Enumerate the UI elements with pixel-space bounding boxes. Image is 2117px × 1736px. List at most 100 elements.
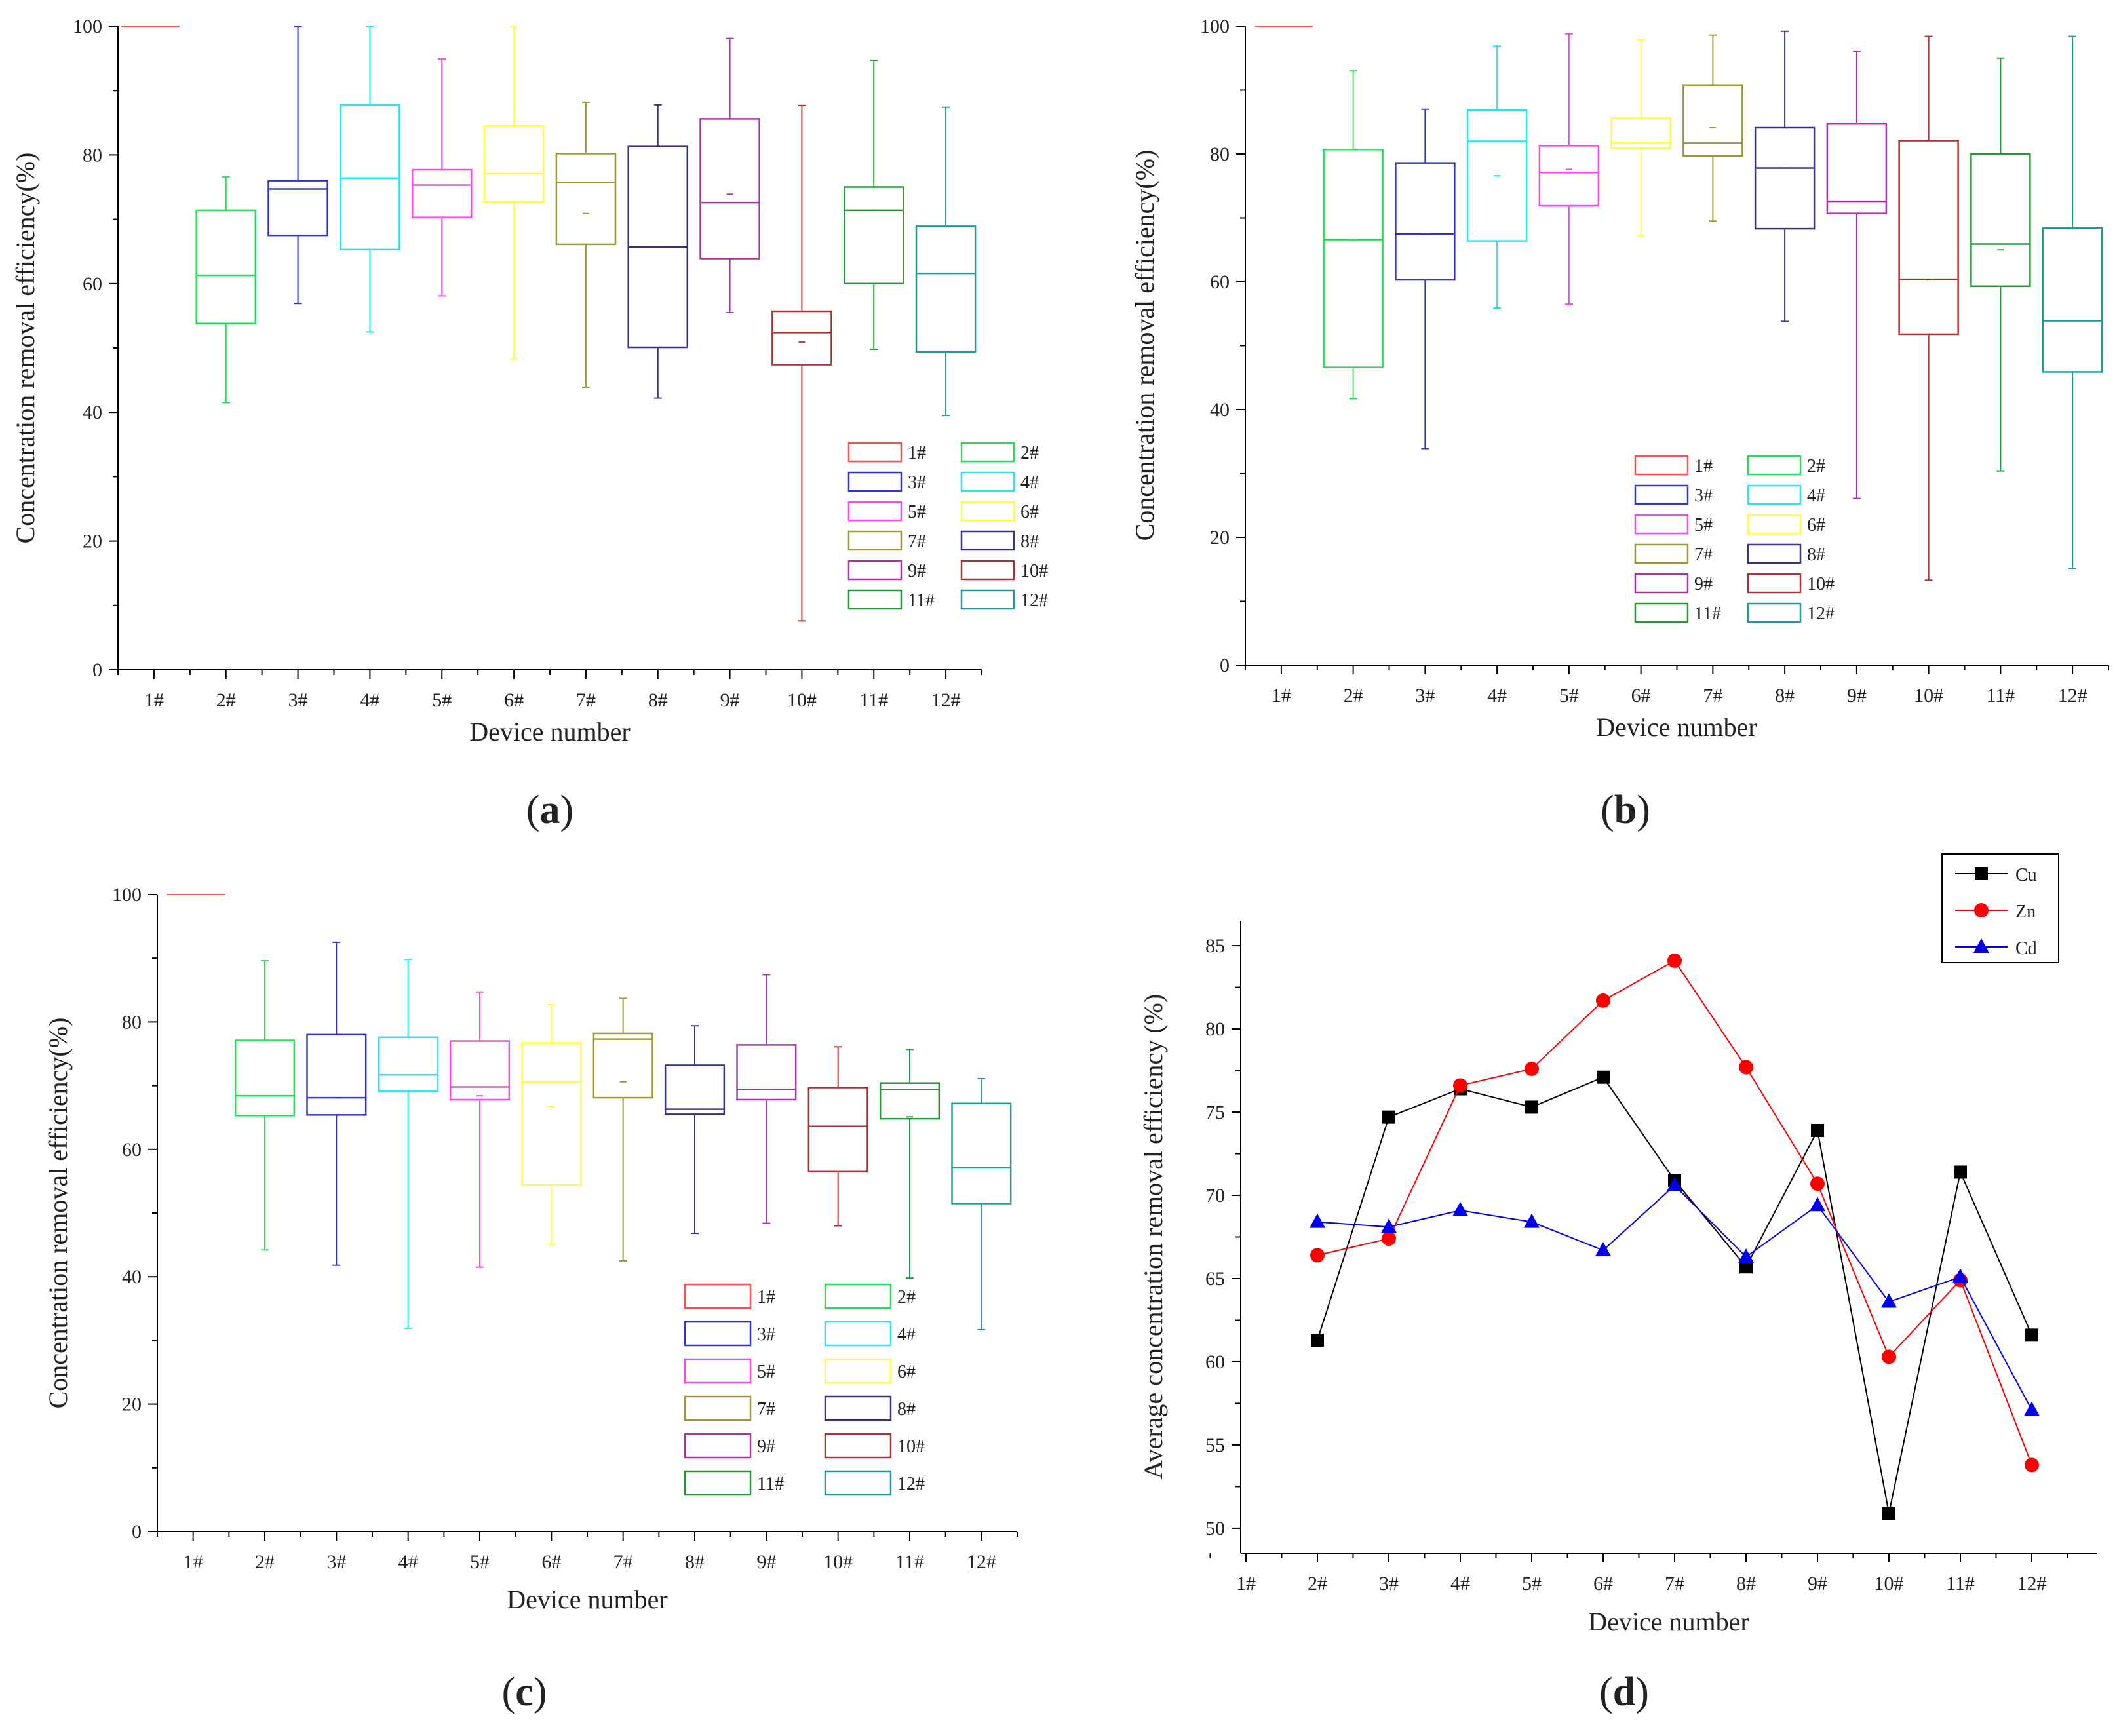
box-body (234, 1039, 296, 1117)
box-body (592, 1032, 653, 1099)
y-axis-title: Concentration removal efficiency(%) (10, 153, 40, 544)
legend-label: 5# (908, 502, 926, 522)
legend-label: 2# (1807, 456, 1825, 476)
box-body (555, 153, 617, 246)
y-tick-label: 70 (1205, 1185, 1225, 1206)
box-9# (1826, 51, 1888, 499)
data-point-triangle (1810, 1197, 1825, 1212)
legend: Cu Zn Cd (1941, 853, 2059, 963)
data-point-square (1811, 1123, 1824, 1137)
series-line (1317, 1076, 2032, 1514)
box-6# (483, 26, 545, 360)
x-tick-label: 9# (720, 689, 740, 711)
y-tick-label: 20 (122, 1394, 142, 1416)
legend-swatch (1747, 573, 1802, 594)
data-point-square (1739, 1260, 1753, 1274)
legend-swatch (684, 1470, 752, 1496)
legend-swatch (824, 1283, 892, 1309)
panel-label-a: (a) (526, 788, 573, 832)
legend-label: Zn (2015, 902, 2036, 922)
x-tick-label: 6# (1631, 685, 1651, 706)
legend-swatch (1747, 543, 1802, 564)
panel-label-open: ( (502, 1670, 516, 1714)
legend-swatch (960, 501, 1015, 522)
box-11# (879, 1049, 941, 1279)
legend-label: 12# (897, 1474, 925, 1494)
legend-swatch (960, 589, 1015, 610)
legend-marker (1973, 938, 1989, 953)
box-8# (627, 104, 689, 399)
box-4# (1466, 45, 1528, 309)
legend-swatch (1747, 602, 1802, 623)
box-10# (807, 1046, 868, 1227)
panel-label-open: ( (526, 788, 540, 832)
legend-label: 10# (1807, 574, 1835, 594)
data-point-square (1882, 1507, 1895, 1520)
box-3# (306, 941, 367, 1266)
y-axis-title: Concentration removal efficiency(%) (1130, 150, 1159, 541)
y-tick-label: 40 (122, 1266, 142, 1288)
legend-label: Cd (2015, 938, 2037, 959)
box-body (340, 104, 400, 251)
legend-label: 2# (897, 1287, 916, 1307)
legend-label: 5# (1694, 515, 1713, 535)
box-5# (1538, 33, 1600, 305)
legend: 1# 2# 3# 4# 5# 6# 7# 8# 9# 10# 11# 12# (684, 1283, 925, 1496)
x-tick-label: 6# (1593, 1573, 1613, 1594)
x-tick-label: 12# (931, 689, 961, 711)
box-body (449, 1040, 511, 1101)
box-chart-b: 0 20 40 60 80 100 1# 2# 3# 4# 5# 6# 7# 8# 9# 10# 11# 12# D… (1130, 16, 2109, 742)
x-tick-label: 3# (326, 1551, 346, 1573)
series-line (1317, 959, 2032, 1465)
x-tick-label: 12# (2017, 1573, 2047, 1594)
box-body (951, 1102, 1012, 1205)
data-point-square (1954, 1165, 1967, 1179)
data-point-circle (1667, 953, 1682, 968)
y-tick-label: 50 (1205, 1518, 1225, 1539)
data-point-triangle (2024, 1401, 2040, 1416)
x-tick-label: 1# (1272, 685, 1291, 706)
box-3# (1395, 108, 1456, 450)
box-body (1538, 145, 1600, 207)
legend-label: 1# (757, 1287, 775, 1307)
box-body (483, 125, 545, 203)
legend-swatch (1747, 484, 1802, 505)
legend-label: 8# (1807, 545, 1825, 565)
line-chart-d: 50 55 60 65 70 75 80 85 1# 2# 3# 4# 5# 6# 7# 8# 9# 10# 11#… (1138, 853, 2097, 1636)
x-axis-title: Device number (1596, 712, 1757, 742)
y-tick-label: 40 (1210, 399, 1230, 421)
legend: 1# 2# 3# 4# 5# 6# 7# 8# 9# 10# 11# 12# (1634, 455, 1835, 624)
box-12# (951, 1077, 1012, 1330)
legend-swatch (684, 1283, 752, 1309)
box-12# (2042, 35, 2103, 569)
x-tick-label: 8# (685, 1551, 705, 1573)
x-tick-label: 12# (967, 1551, 996, 1573)
legend-swatch (960, 560, 1015, 581)
y-tick-label: 60 (1205, 1351, 1225, 1373)
data-point-circle (1739, 1060, 1753, 1075)
x-tick-label: 10# (1874, 1573, 1904, 1594)
x-tick-label: 7# (613, 1551, 633, 1573)
legend-swatch (1747, 455, 1802, 476)
x-axis-title: Device number (469, 717, 630, 746)
box-body (411, 168, 473, 218)
x-tick-label: 9# (1847, 685, 1867, 706)
x-tick-label: 10# (823, 1551, 853, 1573)
legend-label: 4# (1807, 486, 1825, 506)
y-tick-label: 0 (92, 659, 102, 681)
legend-label: 10# (897, 1437, 925, 1457)
box-body (879, 1082, 941, 1120)
data-point-circle (1882, 1349, 1896, 1364)
y-tick-label: 80 (1210, 144, 1230, 165)
legend-label: 1# (1694, 456, 1713, 476)
legend-label: 4# (897, 1324, 916, 1345)
x-tick-label: 1# (1236, 1573, 1256, 1594)
data-point-triangle (1738, 1248, 1754, 1263)
data-point-triangle (1524, 1213, 1540, 1228)
legend-swatch (824, 1395, 892, 1421)
x-tick-label: 6# (504, 689, 524, 711)
panel-label-b: (b) (1601, 788, 1650, 832)
legend-label: 5# (757, 1362, 775, 1382)
x-tick-label: 1# (144, 689, 164, 711)
box-6# (1610, 39, 1671, 237)
